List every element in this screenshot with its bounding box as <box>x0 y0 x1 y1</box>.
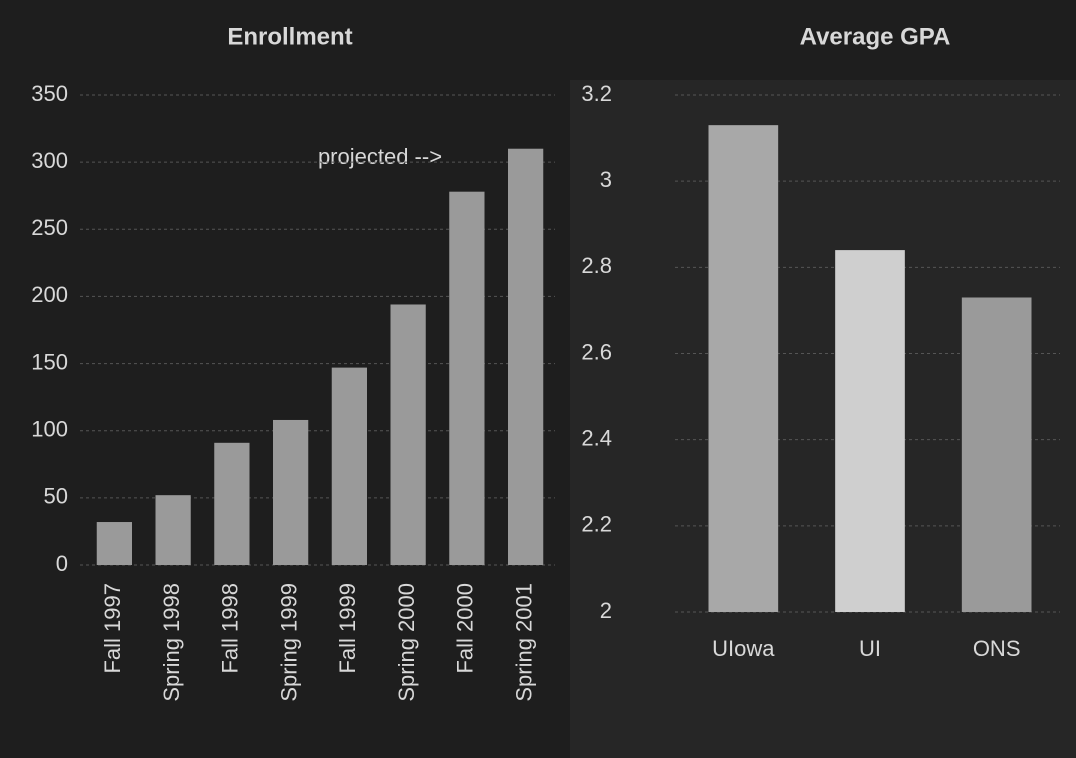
bar <box>214 442 250 565</box>
y-tick-label: 2.4 <box>581 425 612 450</box>
chart-title: Average GPA <box>800 23 951 50</box>
bar <box>449 191 485 565</box>
y-tick-label: 2.6 <box>581 339 612 364</box>
y-tick-label: 0 <box>56 551 68 576</box>
x-tick-label: Fall 2000 <box>453 583 478 674</box>
x-tick-label: ONS <box>973 636 1021 661</box>
y-tick-label: 300 <box>31 148 68 173</box>
x-tick-label: UIowa <box>712 636 775 661</box>
chart-title: Enrollment <box>227 23 352 50</box>
bar <box>508 148 544 565</box>
y-tick-label: 100 <box>31 417 68 442</box>
bar <box>155 495 191 565</box>
x-tick-label: Spring 1999 <box>276 583 301 702</box>
y-tick-label: 250 <box>31 215 68 240</box>
x-tick-label: Spring 2001 <box>511 583 536 702</box>
bar <box>331 367 367 565</box>
y-tick-label: 50 <box>44 484 68 509</box>
y-tick-label: 2.8 <box>581 253 612 278</box>
x-tick-label: Spring 1998 <box>159 583 184 702</box>
x-tick-label: Fall 1997 <box>100 583 125 674</box>
x-tick-label: Fall 1998 <box>218 583 243 674</box>
bar <box>961 297 1032 612</box>
bar <box>390 304 426 565</box>
x-tick-label: Spring 2000 <box>394 583 419 702</box>
bar <box>835 250 905 612</box>
y-tick-label: 3 <box>600 167 612 192</box>
y-tick-label: 350 <box>31 81 68 106</box>
x-tick-label: Fall 1999 <box>335 583 360 674</box>
annotation: projected --> <box>318 144 442 169</box>
bar <box>96 522 132 565</box>
bar <box>708 125 779 613</box>
y-tick-label: 3.2 <box>581 81 612 106</box>
y-tick-label: 150 <box>31 349 68 374</box>
y-tick-label: 2.2 <box>581 512 612 537</box>
y-tick-label: 200 <box>31 282 68 307</box>
x-tick-label: UI <box>859 636 881 661</box>
y-tick-label: 2 <box>600 598 612 623</box>
bar <box>273 419 309 565</box>
